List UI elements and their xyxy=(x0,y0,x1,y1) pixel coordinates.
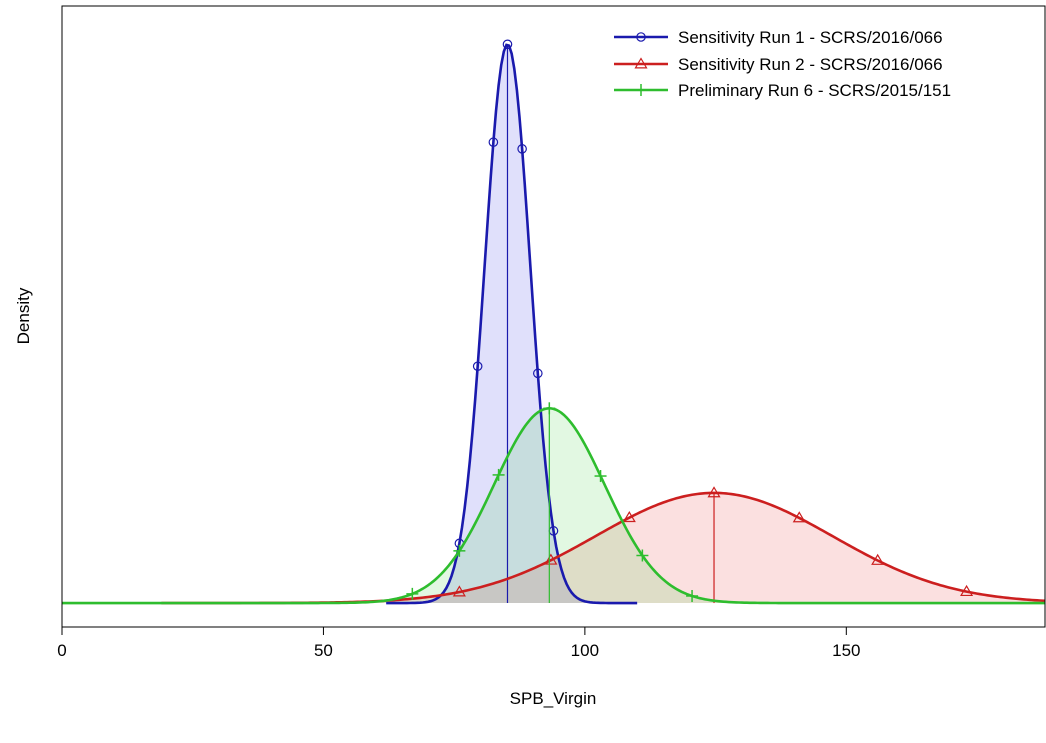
legend-entry-preliminary-run-6-scrs-2015-151: Preliminary Run 6 - SCRS/2015/151 xyxy=(614,81,951,100)
series-fill-sensitivity-run-1-scrs-2016-066 xyxy=(386,44,638,604)
series-layer xyxy=(62,39,1046,605)
series-marker-preliminary-run-6-scrs-2015-151 xyxy=(543,402,556,415)
series-marker-sensitivity-run-2-scrs-2016-066 xyxy=(452,585,466,597)
series-marker-sensitivity-run-1-scrs-2016-066 xyxy=(517,144,527,154)
series-marker-sensitivity-run-1-scrs-2016-066 xyxy=(472,361,483,372)
x-tick-label: 100 xyxy=(571,641,599,660)
plot-frame xyxy=(61,5,1046,628)
x-axis: 0 50 100 150 xyxy=(57,627,860,660)
series-marker-preliminary-run-6-scrs-2015-151 xyxy=(594,470,607,483)
series-marker-preliminary-run-6-scrs-2015-151 xyxy=(453,544,466,557)
series-marker-sensitivity-run-1-scrs-2016-066 xyxy=(533,368,543,379)
series-marker-preliminary-run-6-scrs-2015-151 xyxy=(492,468,505,481)
legend-marker xyxy=(636,32,646,42)
legend-marker xyxy=(635,84,647,96)
series-marker-sensitivity-run-1-scrs-2016-066 xyxy=(502,39,513,50)
legend-label: Preliminary Run 6 - SCRS/2015/151 xyxy=(678,81,951,100)
y-axis-title: Density xyxy=(14,287,33,344)
legend-label: Sensitivity Run 1 - SCRS/2016/066 xyxy=(678,28,943,47)
series-fill-sensitivity-run-2-scrs-2016-066 xyxy=(161,492,1045,604)
x-tick-label: 150 xyxy=(832,641,860,660)
series-marker-sensitivity-run-2-scrs-2016-066 xyxy=(871,553,885,565)
series-marker-preliminary-run-6-scrs-2015-151 xyxy=(636,549,649,562)
x-axis-title: SPB_Virgin xyxy=(510,689,597,708)
x-tick-label: 50 xyxy=(314,641,333,660)
legend-label: Sensitivity Run 2 - SCRS/2016/066 xyxy=(678,55,943,74)
series-marker-sensitivity-run-2-scrs-2016-066 xyxy=(960,584,974,597)
series-marker-sensitivity-run-1-scrs-2016-066 xyxy=(488,137,499,148)
series-marker-preliminary-run-6-scrs-2015-151 xyxy=(406,587,419,600)
legend-marker xyxy=(634,57,648,69)
x-tick-label: 0 xyxy=(57,641,66,660)
legend-entry-sensitivity-run-1-scrs-2016-066: Sensitivity Run 1 - SCRS/2016/066 xyxy=(614,28,943,47)
series-fill-preliminary-run-6-scrs-2015-151 xyxy=(62,408,1045,604)
legend: Sensitivity Run 1 - SCRS/2016/066 Sensiti… xyxy=(614,28,951,100)
series-marker-preliminary-run-6-scrs-2015-151 xyxy=(686,589,699,602)
legend-entry-sensitivity-run-2-scrs-2016-066: Sensitivity Run 2 - SCRS/2016/066 xyxy=(614,55,943,74)
series-marker-sensitivity-run-2-scrs-2016-066 xyxy=(622,510,636,523)
series-line-sensitivity-run-1-scrs-2016-066 xyxy=(386,43,638,605)
series-marker-sensitivity-run-2-scrs-2016-066 xyxy=(707,486,721,498)
series-marker-sensitivity-run-2-scrs-2016-066 xyxy=(792,511,806,523)
series-marker-sensitivity-run-2-scrs-2016-066 xyxy=(544,553,558,565)
